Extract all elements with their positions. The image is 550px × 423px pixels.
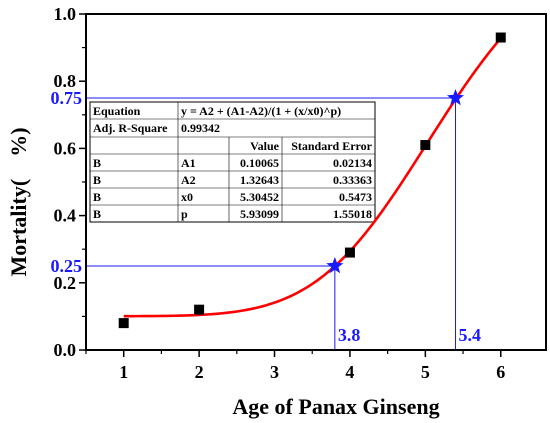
x-axis-title: Age of Panax Ginseng — [232, 394, 439, 419]
annotation-x-label-1: 3.8 — [338, 325, 361, 345]
table-cell: x0 — [181, 190, 193, 204]
x-tick-label: 5 — [421, 362, 430, 382]
data-point-2 — [194, 304, 205, 315]
y-tick-label: 0.0 — [54, 340, 77, 360]
x-tick-label: 3 — [270, 362, 279, 382]
table-cell: 0.33363 — [333, 173, 372, 187]
reference-lines — [86, 97, 457, 350]
table-cell: y = A2 + (A1-A2)/(1 + (x/x0)^p) — [181, 104, 341, 118]
data-point-1 — [118, 318, 129, 329]
table-cell: 5.30452 — [240, 190, 279, 204]
table-cell: 0.5473 — [339, 190, 372, 204]
table-border — [89, 101, 376, 223]
table-cell: B — [93, 207, 101, 221]
y-tick-label: 0.2 — [54, 273, 77, 293]
x-tick-label: 1 — [119, 362, 128, 382]
annotation-star-1 — [326, 257, 344, 274]
table-cell: 5.93099 — [240, 207, 279, 221]
table-cell: Adj. R-Square — [93, 121, 168, 135]
annotation-x-label-2: 5.4 — [459, 325, 482, 345]
annotation-stars — [326, 89, 465, 274]
annotation-y-label-2: 0.75 — [51, 88, 83, 108]
y-tick-label: 0.4 — [54, 206, 77, 226]
data-point-3 — [344, 247, 355, 258]
data-point-5 — [495, 32, 506, 43]
table-cell: A1 — [181, 156, 196, 170]
table-cell: A2 — [181, 173, 196, 187]
table-cell: 1.55018 — [333, 207, 372, 221]
table-cell: B — [93, 173, 101, 187]
axis-ticks — [79, 13, 502, 357]
table-cell: B — [93, 156, 101, 170]
table-cell: p — [181, 207, 188, 221]
table-cell: 0.02134 — [333, 156, 372, 170]
table-cell: Standard Error — [291, 139, 372, 153]
table-cell: 1.32643 — [240, 173, 279, 187]
data-points — [118, 32, 506, 329]
data-point-4 — [420, 140, 431, 151]
table-cell: B — [93, 190, 101, 204]
y-tick-label: 0.8 — [54, 71, 77, 91]
annotation-y-label-1: 0.25 — [51, 256, 83, 276]
x-tick-label: 2 — [195, 362, 204, 382]
fit-parameters-table: Equation y = A2 + (A1-A2)/(1 + (x/x0)^p) A… — [89, 101, 376, 223]
fit-curve-layer — [123, 37, 502, 318]
x-tick-label: 4 — [345, 362, 354, 382]
table-cell: 0.10065 — [240, 156, 279, 170]
axis-labels: 0.25 3.8 0.75 5.4 1 2 3 4 5 6 0.0 0.2 0.4 0.6 0.8 1.0 Ag… — [6, 4, 505, 419]
table-cell: Equation — [93, 104, 141, 118]
annotation-star-2 — [446, 89, 465, 106]
fit-curve — [123, 37, 502, 318]
y-tick-label: 0.6 — [54, 138, 77, 158]
table-cell: 0.99342 — [181, 121, 220, 135]
x-tick-label: 6 — [496, 362, 505, 382]
table-cell: Value — [250, 139, 280, 153]
y-tick-label: 1.0 — [54, 4, 77, 24]
y-axis-title: Mortality( %) — [6, 127, 31, 276]
